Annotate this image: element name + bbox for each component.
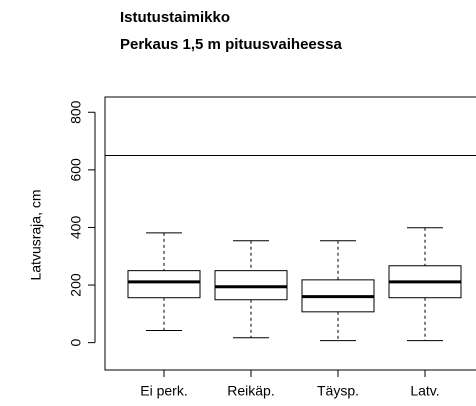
y-tick-label: 800 [68,100,84,124]
box [127,270,201,299]
chart-subtitle: Perkaus 1,5 m pituusvaiheessa [120,36,342,53]
x-tick-label: Reikäp. [227,383,274,399]
box [214,270,288,301]
chart-title: Istutustaimikko [120,9,230,26]
y-tick-label: 0 [68,339,84,347]
x-tick-label: Latv. [410,383,439,399]
x-tick-label: Täysp. [317,383,359,399]
y-tick-label: 400 [68,216,84,240]
y-tick-label: 200 [68,273,84,297]
y-tick-label: 600 [68,158,84,182]
plot-frame [104,96,476,371]
x-tick-label: Ei perk. [140,383,187,399]
y-axis-label: Latvusraja, cm [28,189,44,280]
